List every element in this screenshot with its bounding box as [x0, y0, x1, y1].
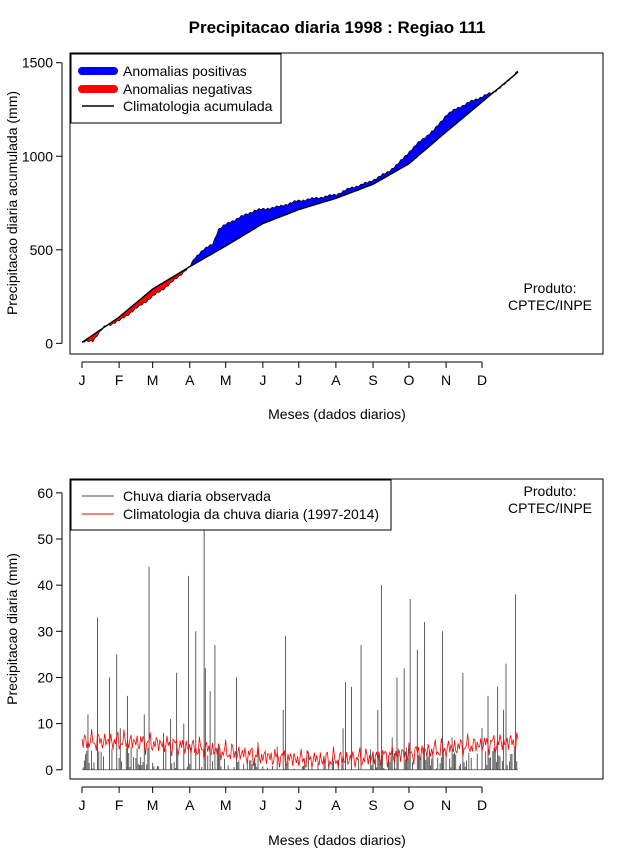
y-tick-label: 60	[37, 485, 53, 501]
positive-anomaly-area	[187, 91, 496, 269]
daily-panel: 0 10 20 30 40 50 60 J F M A M J J A S O N D Precipitacao …	[4, 478, 604, 848]
legend-box	[70, 479, 392, 531]
x-tick-label: J	[78, 797, 85, 813]
y-tick-label: 20	[37, 669, 53, 685]
y-tick-label: 500	[30, 242, 54, 258]
y-axis-label: Precipitacao diaria (mm)	[4, 553, 20, 705]
x-tick-label: F	[115, 372, 124, 388]
x-tick-label: J	[259, 797, 266, 813]
y-tick-label: 10	[37, 716, 53, 732]
product-note-line2: CPTEC/INPE	[508, 297, 592, 313]
x-tick-label: J	[78, 372, 85, 388]
daily-climatology-line	[81, 728, 519, 768]
legend-label-negative: Anomalias negativas	[123, 81, 252, 97]
x-tick-label: D	[477, 797, 487, 813]
x-tick-label: S	[368, 372, 377, 388]
legend-label-climatology: Climatologia acumulada	[123, 98, 273, 114]
x-tick-label: F	[115, 797, 124, 813]
x-tick-label: D	[477, 372, 487, 388]
legend-label-observed: Chuva diaria observada	[123, 488, 271, 504]
y-tick-label: 50	[37, 531, 53, 547]
product-note-line1: Produto:	[524, 483, 577, 499]
x-tick-label: M	[220, 797, 232, 813]
x-tick-label: S	[368, 797, 377, 813]
product-note-line1: Produto:	[524, 280, 577, 296]
x-tick-label: A	[331, 797, 341, 813]
x-tick-label: O	[404, 797, 415, 813]
observed-accumulated-line	[81, 70, 519, 343]
x-tick-label: A	[331, 372, 341, 388]
x-axis-label: Meses (dados diarios)	[268, 832, 406, 848]
climatology-accumulated-line	[81, 71, 519, 343]
y-tick-label: 1500	[22, 55, 53, 71]
plot-frame	[69, 478, 604, 780]
plot-frame	[69, 52, 604, 355]
x-tick-label: M	[220, 372, 232, 388]
x-tick-label: J	[295, 372, 302, 388]
y-tick-label: 0	[45, 335, 53, 351]
y-tick-label: 30	[37, 623, 53, 639]
x-tick-label: J	[259, 372, 266, 388]
x-tick-label: O	[404, 372, 415, 388]
observed-daily-rain	[81, 525, 518, 771]
y-tick-label: 0	[45, 762, 53, 778]
y-axis-label: Precipitacao diaria acumulada (mm)	[4, 91, 20, 315]
y-axis: 0 500 1000 1500	[22, 55, 63, 351]
legend: Anomalias positivas Anomalias negativas …	[70, 53, 282, 124]
y-tick-label: 40	[37, 577, 53, 593]
product-note-line2: CPTEC/INPE	[508, 500, 592, 516]
accumulated-panel: 0 500 1000 1500 J F M A M J J A S O N D Precipitacao d…	[4, 52, 604, 422]
x-axis-label: Meses (dados diarios)	[268, 406, 406, 422]
legend-label-positive: Anomalias positivas	[123, 63, 247, 79]
x-tick-label: M	[147, 797, 159, 813]
y-tick-label: 1000	[22, 148, 53, 164]
chart-title: Precipitacao diaria 1998 : Regiao 111	[189, 18, 486, 37]
x-tick-label: M	[147, 372, 159, 388]
x-tick-label: A	[185, 372, 195, 388]
y-axis: 0 10 20 30 40 50 60	[37, 485, 63, 778]
legend: Chuva diaria observada Climatologia da c…	[70, 479, 392, 531]
legend-label-daily-climatology: Climatologia da chuva diaria (1997-2014)	[123, 506, 379, 522]
x-tick-label: A	[185, 797, 195, 813]
x-tick-label: J	[295, 797, 302, 813]
x-tick-label: N	[441, 797, 451, 813]
x-tick-label: N	[441, 372, 451, 388]
